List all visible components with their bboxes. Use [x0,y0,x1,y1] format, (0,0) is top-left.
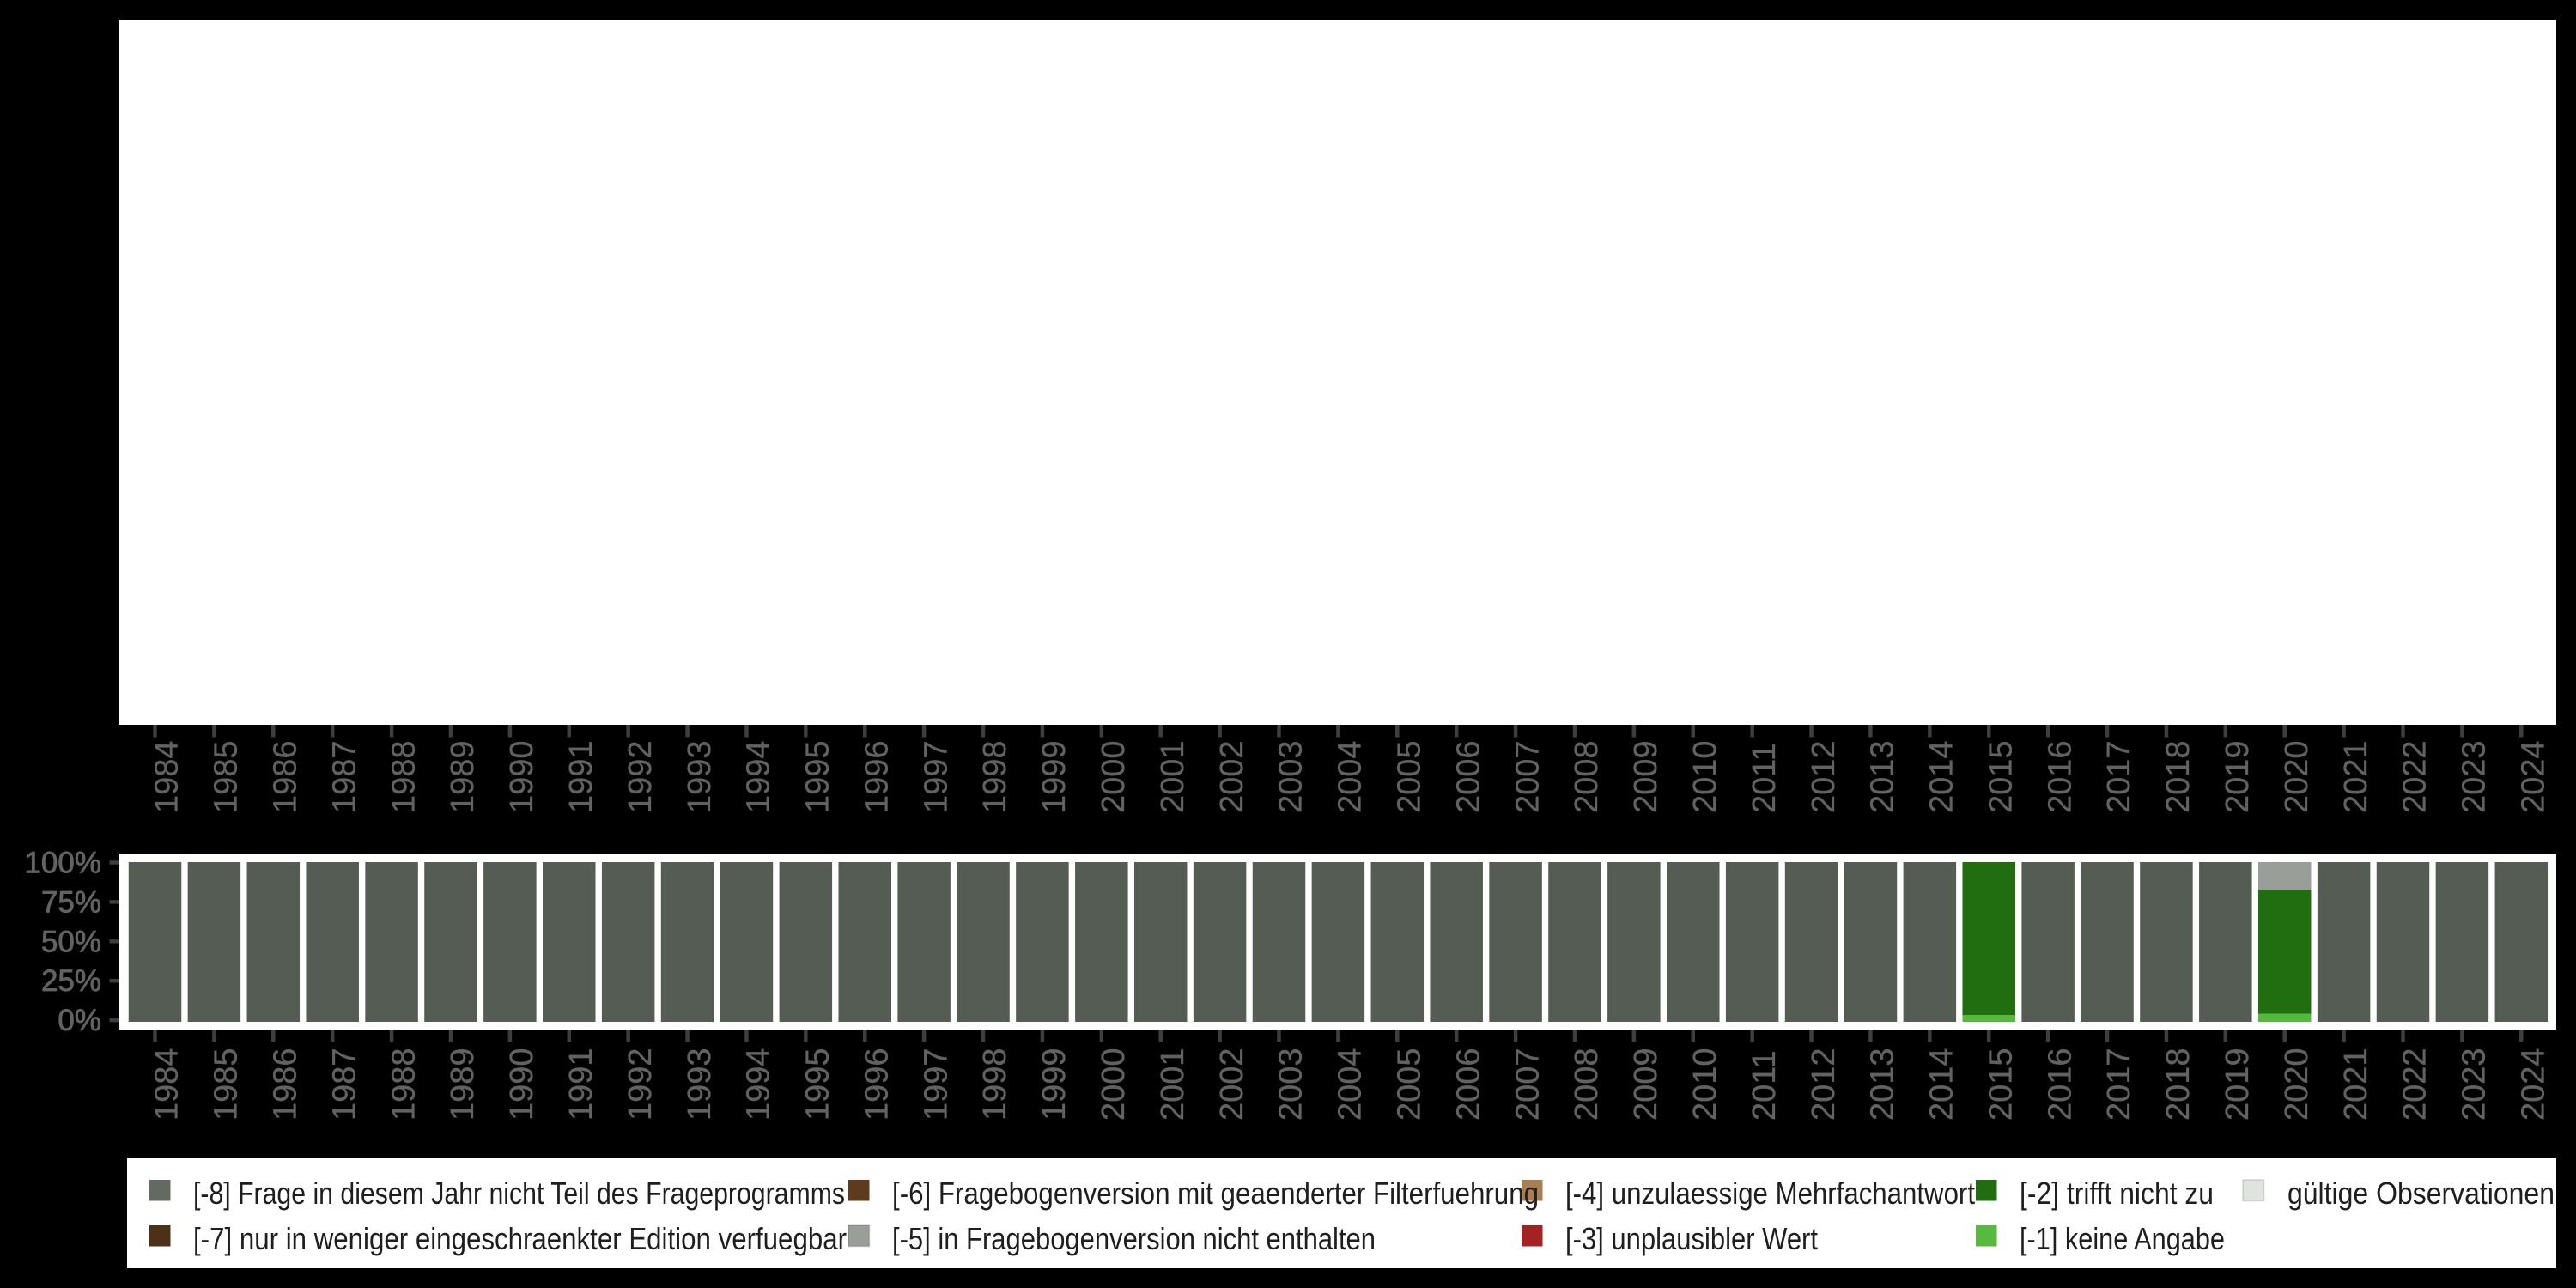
svg-text:1990: 1990 [504,1048,540,1121]
svg-text:1987: 1987 [326,1048,362,1121]
svg-text:2013: 2013 [1865,740,1901,813]
svg-text:[-4] unzulaessige Mehrfachantw: [-4] unzulaessige Mehrfachantwort [1565,1176,1975,1211]
svg-text:0%: 0% [58,1004,101,1037]
svg-text:100%: 100% [24,847,101,880]
svg-text:2004: 2004 [1333,1048,1369,1121]
svg-text:2006: 2006 [1450,740,1486,813]
svg-text:2005: 2005 [1391,740,1427,813]
svg-text:50%: 50% [41,925,101,958]
svg-text:2022: 2022 [2397,1048,2433,1121]
svg-text:1996: 1996 [859,740,895,813]
svg-text:1993: 1993 [682,1048,718,1121]
svg-text:2017: 2017 [2101,740,2137,813]
svg-text:[-1] keine Angabe: [-1] keine Angabe [2020,1221,2225,1256]
svg-text:2014: 2014 [1924,1048,1960,1121]
svg-text:1984: 1984 [149,1048,185,1121]
svg-text:2009: 2009 [1628,1048,1664,1121]
svg-text:2019: 2019 [2220,1048,2256,1121]
svg-text:2000: 2000 [1096,1048,1132,1121]
svg-text:2024: 2024 [2516,740,2552,813]
svg-text:1992: 1992 [623,740,659,813]
svg-text:1990: 1990 [504,740,540,813]
svg-text:1994: 1994 [741,1048,777,1121]
svg-text:2018: 2018 [2160,1048,2196,1121]
svg-text:[-6] Fragebogenversion mit gea: [-6] Fragebogenversion mit geaenderter F… [892,1176,1539,1211]
svg-text:2013: 2013 [1865,1048,1901,1121]
svg-text:2021: 2021 [2338,740,2374,813]
svg-text:2014: 2014 [1924,740,1960,813]
svg-text:1985: 1985 [209,1048,245,1121]
svg-text:2006: 2006 [1450,1048,1486,1121]
svg-text:2001: 2001 [1155,1048,1191,1121]
svg-text:[-3] unplausibler Wert: [-3] unplausibler Wert [1565,1221,1818,1256]
svg-text:2004: 2004 [1333,740,1369,813]
svg-text:2007: 2007 [1510,740,1546,813]
svg-text:[-8] Frage in diesem Jahr nich: [-8] Frage in diesem Jahr nicht Teil des… [193,1176,845,1211]
svg-text:2003: 2003 [1273,1048,1309,1121]
svg-text:1998: 1998 [977,740,1013,813]
svg-text:1993: 1993 [682,740,718,813]
svg-text:2020: 2020 [2279,740,2315,813]
svg-text:2020: 2020 [2279,1048,2315,1121]
svg-text:2010: 2010 [1687,1048,1723,1121]
svg-text:2016: 2016 [2042,1048,2078,1121]
svg-text:1989: 1989 [445,740,481,813]
svg-text:1986: 1986 [267,740,303,813]
svg-text:1999: 1999 [1036,740,1072,813]
svg-text:1994: 1994 [741,740,777,813]
svg-text:1984: 1984 [149,740,185,813]
svg-text:2000: 2000 [1096,740,1132,813]
svg-text:2003: 2003 [1273,740,1309,813]
svg-text:[-2] trifft nicht zu: [-2] trifft nicht zu [2020,1176,2214,1211]
svg-text:2022: 2022 [2397,740,2433,813]
svg-text:1988: 1988 [386,1048,422,1121]
svg-text:1995: 1995 [800,740,836,813]
svg-text:2018: 2018 [2160,740,2196,813]
svg-text:gültige Observationen: gültige Observationen [2287,1176,2555,1211]
svg-text:2011: 2011 [1747,1050,1783,1121]
svg-text:2023: 2023 [2457,1048,2493,1121]
svg-text:1999: 1999 [1036,1048,1072,1121]
svg-text:2002: 2002 [1214,740,1250,813]
svg-text:2024: 2024 [2516,1048,2552,1121]
svg-text:1985: 1985 [209,740,245,813]
svg-text:1992: 1992 [623,1048,659,1121]
svg-text:2019: 2019 [2220,740,2256,813]
svg-text:1989: 1989 [445,1048,481,1121]
svg-text:1996: 1996 [859,1048,895,1121]
svg-text:75%: 75% [41,885,101,919]
svg-text:2016: 2016 [2042,740,2078,813]
svg-text:2010: 2010 [1687,740,1723,813]
svg-text:1988: 1988 [386,740,422,813]
svg-text:2015: 2015 [1983,1048,2019,1121]
svg-text:2001: 2001 [1155,740,1191,813]
svg-text:[-7] nur in weniger eingeschra: [-7] nur in weniger eingeschraenkter Edi… [193,1221,847,1256]
svg-text:2008: 2008 [1569,740,1605,813]
svg-text:2015: 2015 [1983,740,2019,813]
svg-text:1997: 1997 [918,1048,954,1121]
svg-text:[-5] in Fragebogenversion nich: [-5] in Fragebogenversion nicht enthalte… [892,1221,1376,1256]
svg-text:2008: 2008 [1569,1048,1605,1121]
svg-text:1986: 1986 [267,1048,303,1121]
svg-text:2009: 2009 [1628,740,1664,813]
svg-text:2021: 2021 [2338,1048,2374,1121]
svg-text:1997: 1997 [918,740,954,813]
svg-text:2017: 2017 [2101,1048,2137,1121]
svg-text:2011: 2011 [1747,743,1783,813]
svg-text:2023: 2023 [2457,740,2493,813]
svg-text:1991: 1991 [563,740,599,813]
svg-text:1998: 1998 [977,1048,1013,1121]
svg-text:25%: 25% [41,964,101,998]
svg-text:2005: 2005 [1391,1048,1427,1121]
svg-text:2012: 2012 [1806,1048,1842,1121]
svg-text:2007: 2007 [1510,1048,1546,1121]
svg-text:1987: 1987 [326,740,362,813]
svg-text:1991: 1991 [563,1048,599,1121]
svg-text:2012: 2012 [1806,740,1842,813]
svg-text:2002: 2002 [1214,1048,1250,1121]
svg-text:1995: 1995 [800,1048,836,1121]
